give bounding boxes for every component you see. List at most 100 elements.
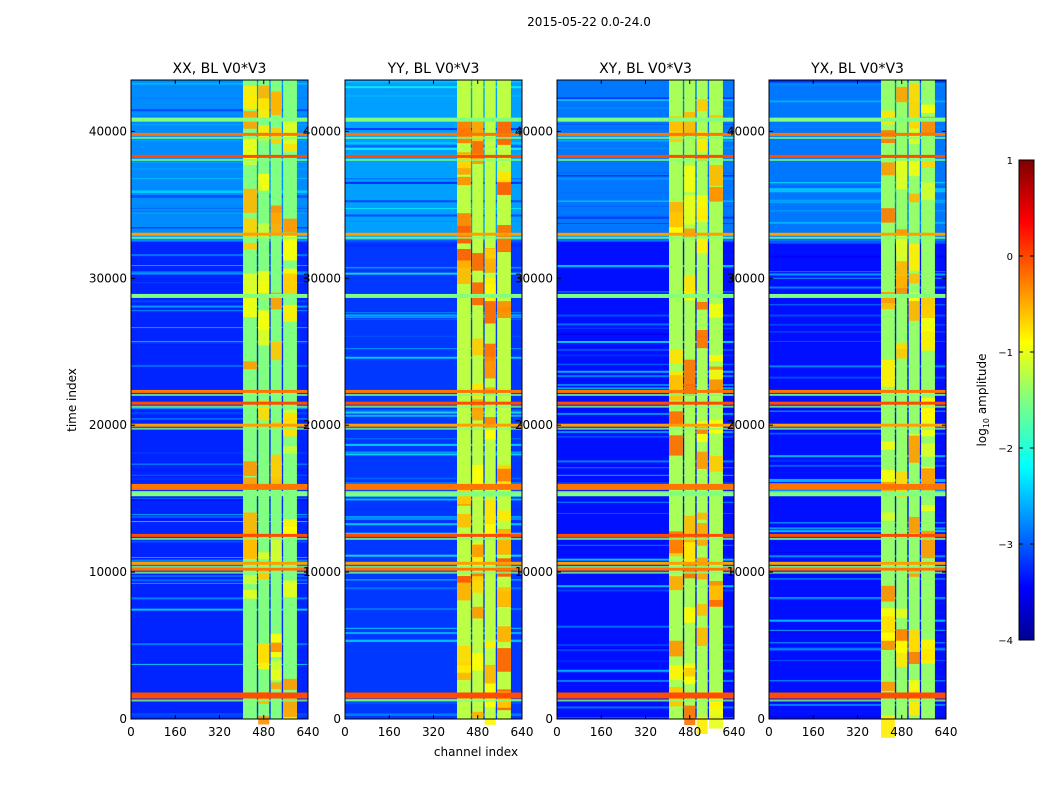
heatmap-band-block <box>684 112 696 135</box>
heatmap-row <box>769 481 946 483</box>
heatmap-band-block <box>457 120 471 144</box>
heatmap-row <box>131 204 308 206</box>
heatmap-row <box>557 363 734 365</box>
heatmap-row <box>769 221 946 224</box>
heatmap-row <box>769 273 946 276</box>
heatmap-band-block <box>881 162 895 176</box>
y-tick-label: 20000 <box>515 418 553 432</box>
rfi-row-halo <box>131 699 308 702</box>
heatmap-band-block <box>684 194 696 209</box>
heatmap-row <box>131 254 308 257</box>
heatmap-row <box>131 413 308 416</box>
heatmap-band-block <box>908 690 920 716</box>
x-tick-label: 640 <box>511 725 534 739</box>
heatmap-row <box>769 331 946 333</box>
heatmap-row <box>557 435 734 438</box>
heatmap-rfi-rows <box>345 117 522 702</box>
rfi-row-green <box>345 293 522 298</box>
heatmap-band-block <box>472 606 484 619</box>
heatmap-row <box>131 518 308 521</box>
heatmap-row <box>769 408 946 411</box>
heatmap-band-block <box>896 162 908 190</box>
heatmap-band-block <box>270 91 282 116</box>
heatmap-band-block <box>243 589 257 599</box>
heatmap-band-block <box>472 282 484 306</box>
heatmap-row <box>769 464 946 467</box>
rfi-row <box>557 401 734 405</box>
rfi-row-halo <box>345 565 522 568</box>
panel-title: YY, BL V0*V3 <box>387 61 480 77</box>
rfi-row-halo <box>345 405 522 408</box>
heatmap-band-block <box>484 417 496 428</box>
heatmap-row <box>345 315 522 318</box>
heatmap-band-block <box>696 154 708 162</box>
rfi-row <box>557 154 734 158</box>
rfi-row-green <box>131 492 308 497</box>
heatmap-band-block <box>709 354 723 362</box>
colorbar-tick-label: 0 <box>1007 252 1013 263</box>
heatmap-row <box>769 271 946 273</box>
heatmap-band-block <box>669 349 683 364</box>
heatmap-band-block <box>921 530 935 559</box>
heatmap-band-block <box>258 85 270 110</box>
heatmap-row <box>131 272 308 275</box>
x-tick-label: 480 <box>890 725 913 739</box>
rfi-row-halo <box>557 236 734 239</box>
heatmap-row <box>769 555 946 558</box>
rfi-row-halo <box>557 393 734 396</box>
heatmap-row <box>131 115 308 117</box>
heatmap-band-block <box>472 576 484 593</box>
heatmap-row <box>131 283 308 286</box>
heatmap-band-block <box>696 236 708 254</box>
heatmap-band-block <box>684 359 696 386</box>
rfi-row-halo <box>557 158 734 161</box>
heatmap-row <box>345 414 522 417</box>
heatmap-row <box>345 632 522 635</box>
y-tick-label: 30000 <box>303 271 341 285</box>
heatmap-band-block <box>472 338 484 356</box>
heatmap-band-block <box>669 411 683 427</box>
rfi-row <box>557 132 734 136</box>
heatmap-row <box>557 625 734 628</box>
heatmap-band <box>709 80 723 719</box>
heatmap-row <box>557 512 734 514</box>
heatmap-row <box>557 671 734 674</box>
heatmap-band-block <box>709 455 723 472</box>
heatmap-row <box>557 467 734 469</box>
colorbar-ticks: 1 0 −1 −2 −3 −4 <box>998 156 1034 647</box>
heatmap-band-block <box>896 342 908 349</box>
heatmap-band-block <box>684 542 696 570</box>
heatmap-band-block <box>908 516 920 534</box>
panel-1: YY, BL V0*V3 0 160 320 480 640 0 10000 20000 3000… <box>303 61 534 739</box>
heatmap-band-block <box>921 505 935 512</box>
heatmap-row <box>345 103 522 105</box>
panel-title: YX, BL V0*V3 <box>810 61 904 77</box>
heatmap-row <box>769 241 946 243</box>
heatmap-band-block <box>896 261 908 289</box>
heatmap-row <box>345 244 522 247</box>
heatmap-band-block <box>283 698 297 718</box>
rfi-row-halo <box>769 537 946 540</box>
heatmap-band-block <box>908 83 920 103</box>
heatmap-band-block <box>283 143 297 152</box>
heatmap-row <box>557 501 734 503</box>
heatmap-row <box>345 518 522 520</box>
heatmap-texture <box>769 80 946 718</box>
rfi-row <box>131 401 308 405</box>
colorbar-label-suffix: amplitude <box>975 354 989 418</box>
x-tick-label: 640 <box>935 725 958 739</box>
panel-title: XY, BL V0*V3 <box>599 61 692 77</box>
rfi-row-halo <box>345 393 522 396</box>
rfi-row <box>557 692 734 699</box>
heatmap-band-block <box>497 180 511 195</box>
rfi-row-halo <box>769 490 946 493</box>
heatmap-band-block <box>457 260 471 285</box>
figure-suptitle: 2015-05-22 0.0-24.0 <box>527 15 651 29</box>
heatmap-row <box>345 523 522 526</box>
y-tick-label: 0 <box>333 712 341 726</box>
rfi-row-halo <box>557 427 734 430</box>
heatmap-rfi-rows <box>131 117 308 702</box>
heatmap-band-block <box>484 664 496 684</box>
rfi-row <box>131 232 308 236</box>
heatmap-row <box>131 575 308 578</box>
